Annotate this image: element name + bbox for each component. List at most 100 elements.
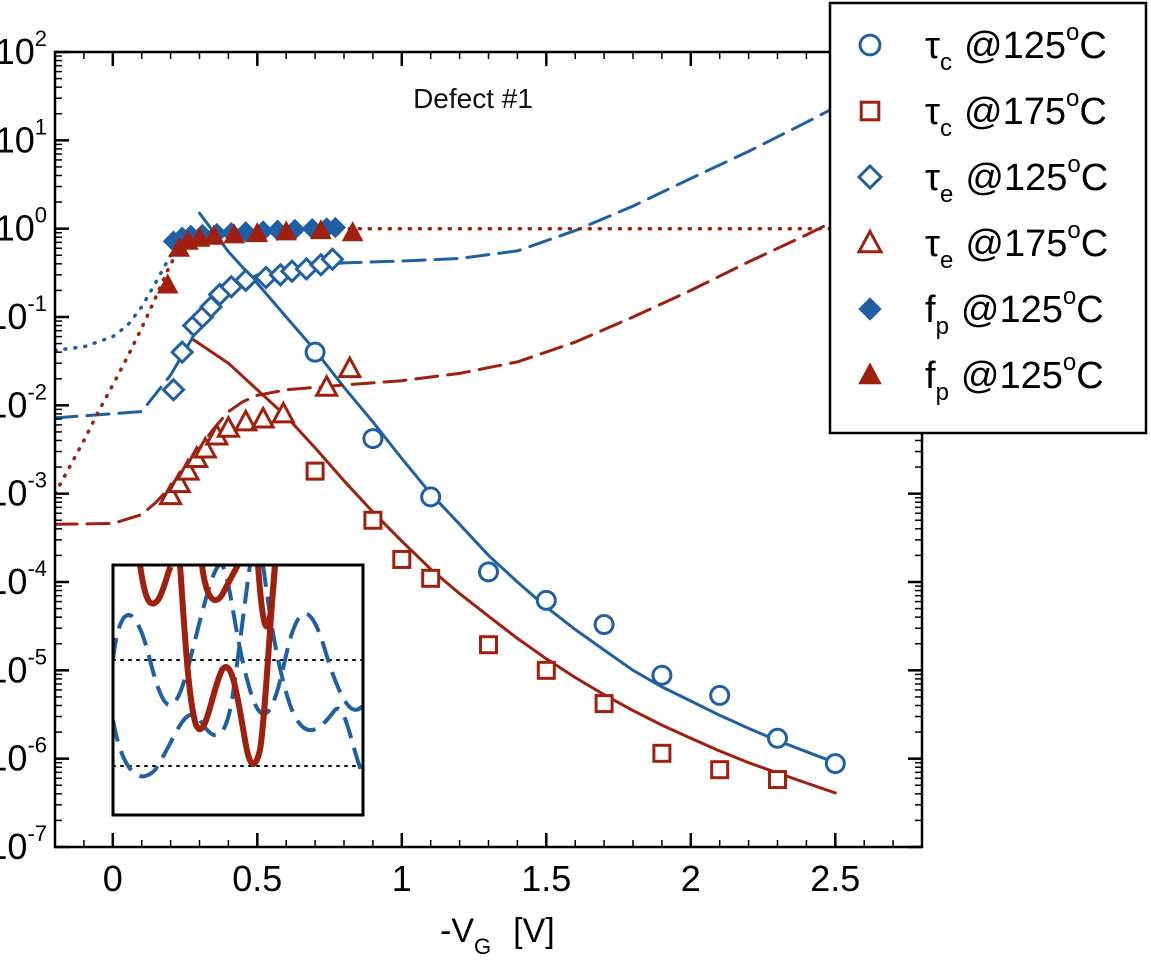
x-tick-label: 0.5 bbox=[232, 858, 282, 899]
data-point-circle-open bbox=[362, 428, 384, 450]
data-point-square-open bbox=[768, 770, 787, 790]
y-tick-base: 10 bbox=[0, 31, 35, 72]
y-tick-label: 10-2 bbox=[0, 379, 47, 425]
data-point-square-open bbox=[479, 635, 498, 655]
energy-landscape-inset bbox=[111, 563, 365, 817]
legend-marker-4 bbox=[858, 297, 882, 321]
data-point-square-open bbox=[652, 743, 672, 763]
legend-marker-2 bbox=[856, 163, 884, 191]
y-tick-label: 10-6 bbox=[0, 733, 47, 779]
x-tick-label: 2.5 bbox=[810, 858, 860, 899]
y-tick-label: 10-7 bbox=[0, 821, 47, 867]
x-axis-label: -VG [V] bbox=[440, 912, 555, 959]
data-point-triangle-open bbox=[215, 414, 241, 438]
data-point-square-open bbox=[536, 660, 556, 680]
data-point-circle-open bbox=[478, 561, 499, 583]
y-tick-base: 10 bbox=[0, 296, 27, 337]
fit-curve-solid bbox=[198, 211, 837, 765]
defect-annotation: Defect #1 bbox=[413, 83, 533, 114]
inset-red-lower-potential bbox=[177, 565, 278, 767]
legend-label-0: τc @125oC bbox=[925, 19, 1107, 76]
x-axis: 0 0.5 1 1.5 2 2.5 bbox=[54, 52, 923, 899]
data-point-triangle-filled bbox=[223, 223, 246, 244]
y-tick-label: 102 bbox=[0, 26, 47, 72]
data-point-diamond-filled bbox=[324, 216, 347, 239]
y-tick-exponent: -5 bbox=[27, 644, 47, 669]
y-tick-exponent: 2 bbox=[35, 26, 47, 51]
y-axis: 10210110010-110-210-310-410-510-610-7 bbox=[0, 26, 922, 867]
legend-marker-1 bbox=[859, 100, 881, 122]
fit-curve-dotted bbox=[55, 233, 202, 353]
legend: τc @125oC τc @175oC τe @125oC τe @175oC fp @125oC… bbox=[828, 1, 1148, 435]
data-point-triangle-open bbox=[166, 469, 192, 494]
data-point-triangle-filled bbox=[188, 226, 211, 247]
y-tick-base: 10 bbox=[0, 738, 27, 779]
y-tick-base: 10 bbox=[0, 473, 27, 514]
data-point-circle-open bbox=[709, 684, 731, 706]
legend-label-1: τc @175oC bbox=[925, 85, 1107, 142]
data-point-triangle-filled bbox=[156, 273, 179, 294]
data-point-square-open bbox=[710, 760, 730, 780]
legend-box bbox=[828, 1, 1148, 435]
data-point-triangle-open bbox=[270, 400, 296, 424]
y-tick-base: 10 bbox=[0, 208, 35, 249]
y-tick-exponent: -4 bbox=[27, 556, 47, 581]
data-point-triangle-open bbox=[175, 457, 201, 481]
data-point-triangle-open bbox=[158, 481, 184, 506]
legend-label-5: fp @125oC bbox=[925, 349, 1104, 406]
data-point-circle-open bbox=[304, 341, 326, 363]
data-point-square-open bbox=[305, 461, 325, 481]
data-point-square-open bbox=[363, 510, 383, 530]
data-point-triangle-open bbox=[337, 355, 363, 379]
data-point-circle-open bbox=[824, 753, 846, 775]
x-axis-label-sub: G bbox=[474, 934, 491, 959]
x-tick-label: 2 bbox=[681, 858, 701, 899]
y-tick-exponent: -2 bbox=[27, 379, 47, 404]
y-tick-base: 10 bbox=[0, 384, 27, 425]
data-point-triangle-open bbox=[250, 405, 276, 429]
data-point-diamond-open bbox=[320, 247, 345, 272]
x-tick-label: 1.5 bbox=[521, 858, 571, 899]
y-tick-label: 10-4 bbox=[0, 556, 47, 602]
y-tick-label: 10-3 bbox=[0, 468, 47, 514]
fit-curve-solid bbox=[192, 338, 837, 795]
data-point-triangle-open bbox=[192, 435, 218, 459]
inset-frame bbox=[111, 563, 365, 817]
data-point-triangle-filled bbox=[275, 220, 298, 241]
data-point-square-open bbox=[392, 549, 412, 569]
data-point-triangle-filled bbox=[203, 224, 225, 245]
data-point-circle-open bbox=[767, 727, 788, 749]
y-tick-label: 101 bbox=[0, 114, 47, 160]
data-point-triangle-filled bbox=[246, 222, 269, 243]
data-point-triangle-filled bbox=[341, 221, 364, 242]
data-point-triangle-open bbox=[233, 408, 259, 432]
data-point-square-open bbox=[421, 568, 441, 588]
y-tick-base: 10 bbox=[0, 649, 27, 690]
legend-label-3: τe @175oC bbox=[925, 217, 1108, 274]
y-tick-exponent: -6 bbox=[27, 733, 47, 758]
y-tick-exponent: -1 bbox=[27, 291, 47, 316]
x-tick-label: 0 bbox=[103, 858, 123, 899]
legend-marker-5 bbox=[858, 362, 882, 385]
legend-label-4: fp @125oC bbox=[925, 283, 1104, 340]
data-points bbox=[156, 216, 846, 790]
y-tick-exponent: -7 bbox=[27, 821, 47, 846]
legend-marker-0 bbox=[858, 33, 882, 57]
y-tick-label: 10-1 bbox=[0, 291, 47, 337]
y-tick-base: 10 bbox=[0, 119, 35, 160]
inset-blue-upper-potential bbox=[113, 565, 363, 716]
y-tick-exponent: -3 bbox=[27, 468, 47, 493]
y-tick-base: 10 bbox=[0, 826, 27, 867]
data-point-diamond-open bbox=[170, 340, 195, 365]
legend-marker-3 bbox=[856, 228, 884, 254]
y-tick-label: 100 bbox=[0, 203, 47, 249]
y-tick-base: 10 bbox=[0, 561, 27, 602]
data-point-circle-open bbox=[651, 664, 673, 686]
data-point-diamond-open bbox=[233, 268, 258, 293]
data-point-circle-open bbox=[535, 589, 557, 611]
data-point-triangle-filled bbox=[310, 219, 332, 240]
x-axis-label-unit: [V] bbox=[513, 912, 555, 950]
y-tick-exponent: 0 bbox=[35, 203, 47, 228]
data-point-circle-open bbox=[420, 486, 442, 508]
